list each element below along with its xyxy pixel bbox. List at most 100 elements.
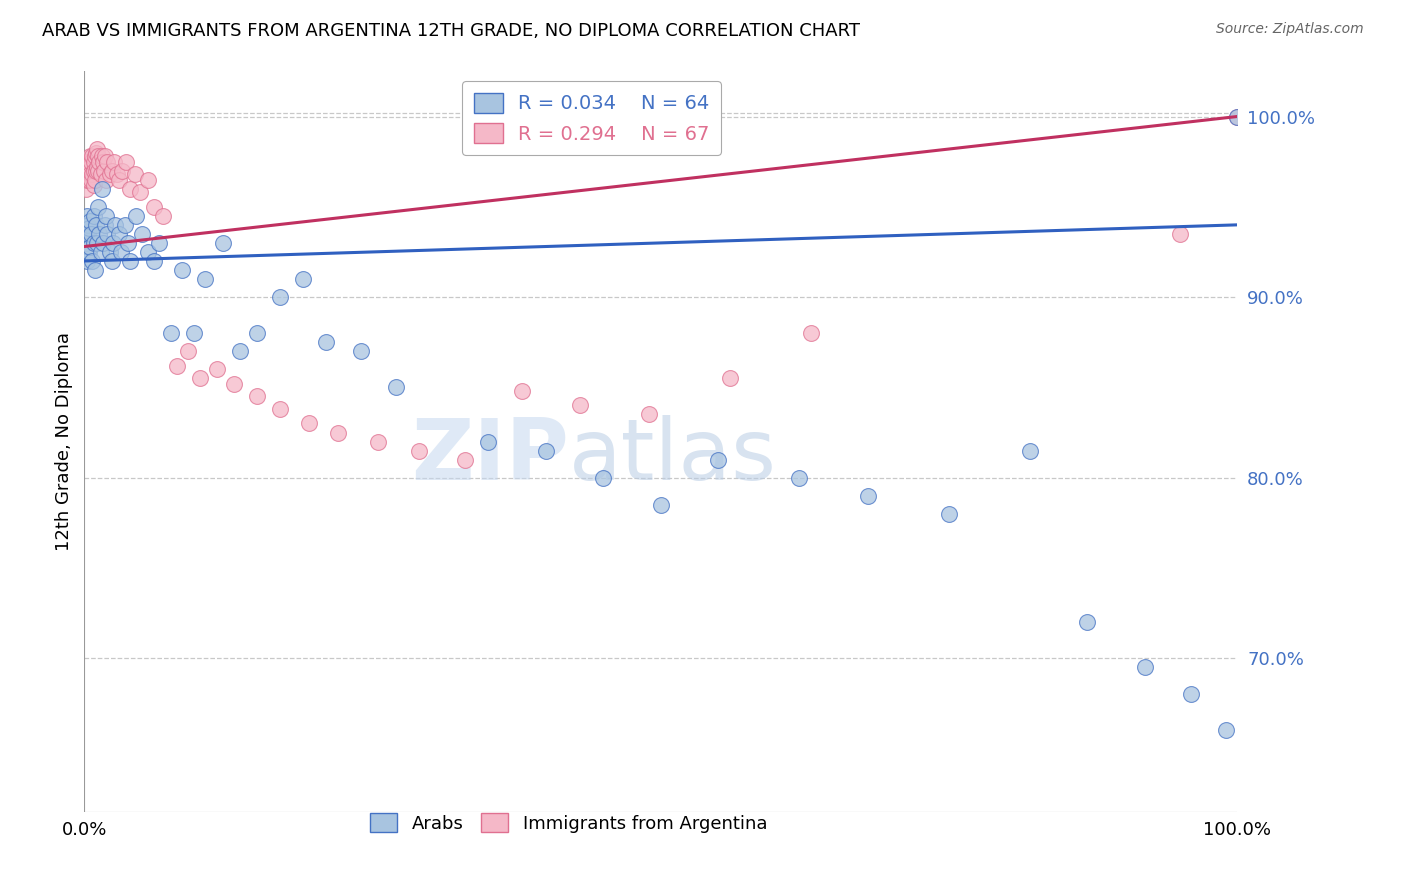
Point <box>188 371 211 385</box>
Text: ARAB VS IMMIGRANTS FROM ARGENTINA 12TH GRADE, NO DIPLOMA CORRELATION CHART: ARAB VS IMMIGRANTS FROM ARGENTINA 12TH G… <box>42 22 860 40</box>
Point <box>76 154 98 169</box>
Point <box>83 178 105 193</box>
Point <box>83 209 105 223</box>
Point <box>105 167 128 181</box>
Point <box>83 263 105 277</box>
Y-axis label: 12th Grade, No Diploma: 12th Grade, No Diploma <box>55 332 73 551</box>
Point <box>83 235 105 250</box>
Point <box>89 244 111 259</box>
Point <box>269 402 291 417</box>
Point <box>82 167 104 181</box>
Point <box>94 149 117 163</box>
Point <box>1018 443 1040 458</box>
Point <box>79 149 101 163</box>
Point <box>183 326 205 341</box>
Point <box>79 214 101 228</box>
Point <box>79 167 101 181</box>
Point <box>76 254 98 268</box>
Point <box>87 163 110 178</box>
Point <box>592 470 614 484</box>
Point <box>350 344 373 359</box>
Point <box>1180 687 1202 701</box>
Point <box>108 172 131 186</box>
Point <box>77 244 100 259</box>
Point <box>80 227 103 241</box>
Point <box>1226 110 1249 124</box>
Point <box>114 218 136 232</box>
Point <box>89 154 111 169</box>
Text: ZIP: ZIP <box>411 415 568 498</box>
Point <box>83 154 105 169</box>
Point <box>718 371 741 385</box>
Point <box>131 227 153 241</box>
Point <box>938 507 960 521</box>
Point <box>142 254 165 268</box>
Point <box>84 218 107 232</box>
Point <box>98 167 121 181</box>
Point <box>800 326 823 341</box>
Point <box>77 160 100 174</box>
Point <box>76 218 98 232</box>
Point <box>298 417 321 431</box>
Point <box>104 218 127 232</box>
Point <box>94 218 117 232</box>
Point <box>101 163 124 178</box>
Point <box>83 172 105 186</box>
Point <box>83 149 105 163</box>
Point <box>77 221 100 235</box>
Point <box>194 272 217 286</box>
Point <box>79 239 101 253</box>
Point <box>76 163 98 178</box>
Point <box>117 235 139 250</box>
Point <box>108 227 131 241</box>
Point <box>177 344 200 359</box>
Point <box>638 408 661 422</box>
Point <box>84 163 107 178</box>
Point <box>80 172 103 186</box>
Point <box>650 498 672 512</box>
Text: Source: ZipAtlas.com: Source: ZipAtlas.com <box>1216 22 1364 37</box>
Point <box>93 163 115 178</box>
Point <box>1226 110 1249 124</box>
Point <box>91 154 114 169</box>
Point <box>454 452 477 467</box>
Point <box>76 227 98 241</box>
Point <box>115 154 138 169</box>
Point <box>326 425 349 440</box>
Point <box>707 452 730 467</box>
Point <box>160 326 183 341</box>
Point <box>408 443 430 458</box>
Point <box>269 290 291 304</box>
Point <box>152 209 174 223</box>
Point <box>90 182 112 196</box>
Point <box>111 163 134 178</box>
Point <box>75 154 97 169</box>
Point <box>142 200 165 214</box>
Text: atlas: atlas <box>568 415 776 498</box>
Point <box>86 160 108 174</box>
Point <box>79 160 101 174</box>
Point <box>103 235 124 250</box>
Point <box>86 235 108 250</box>
Point <box>367 434 389 449</box>
Point <box>125 209 148 223</box>
Point <box>569 399 592 413</box>
Point <box>512 384 534 398</box>
Point <box>89 167 111 181</box>
Point <box>477 434 499 449</box>
Point <box>148 235 170 250</box>
Point <box>787 470 810 484</box>
Point <box>229 344 252 359</box>
Point <box>136 172 159 186</box>
Point <box>80 154 103 169</box>
Point <box>76 209 98 223</box>
Point <box>534 443 557 458</box>
Point <box>83 163 105 178</box>
Point <box>75 235 97 250</box>
Point <box>96 209 118 223</box>
Point <box>96 154 118 169</box>
Point <box>128 186 150 200</box>
Point <box>96 227 118 241</box>
Point <box>76 172 98 186</box>
Point <box>166 359 188 373</box>
